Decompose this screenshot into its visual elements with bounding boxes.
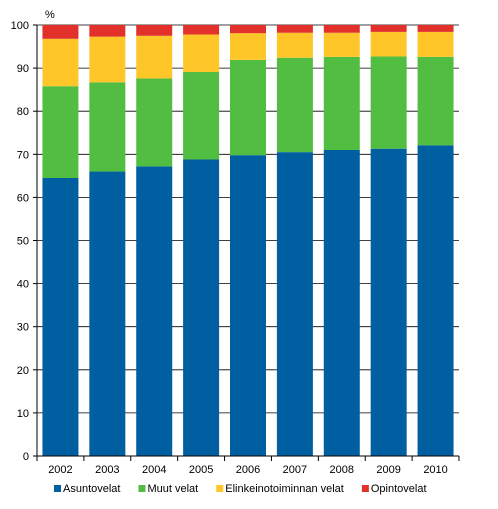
x-tick-label: 2004 xyxy=(142,464,166,476)
legend-swatch xyxy=(216,485,224,492)
bar-muut-velat-2009 xyxy=(370,56,407,149)
bar-elinkeinotoiminnan-velat-2009 xyxy=(370,31,407,57)
legend-label: Opintovelat xyxy=(371,483,427,495)
bar-asuntovelat-2006 xyxy=(230,155,266,457)
bar-opintovelat-2010 xyxy=(417,25,454,32)
bar-opintovelat-2009 xyxy=(370,25,407,32)
bar-muut-velat-2004 xyxy=(136,78,173,167)
legend-label: Asuntovelat xyxy=(63,483,120,495)
bar-elinkeinotoiminnan-velat-2008 xyxy=(323,32,360,57)
bar-asuntovelat-2004 xyxy=(136,166,173,457)
bar-opintovelat-2006 xyxy=(230,25,266,34)
bar-asuntovelat-2008 xyxy=(323,149,360,457)
bar-opintovelat-2007 xyxy=(276,25,313,33)
bar-elinkeinotoiminnan-velat-2003 xyxy=(89,36,126,83)
x-tick-label: 2008 xyxy=(330,464,354,476)
x-tick-label: 2002 xyxy=(48,464,72,476)
bar-elinkeinotoiminnan-velat-2007 xyxy=(276,32,313,58)
axes: 0 10 20 30 40 50 60 70 80 90 100 2002 2003 2004 2005 20… xyxy=(11,20,460,476)
y-tick-label: 40 xyxy=(17,279,29,291)
x-tick-label: 2009 xyxy=(376,464,400,476)
bar-asuntovelat-2010 xyxy=(417,145,454,456)
y-tick-label: 50 xyxy=(17,236,29,248)
bar-muut-velat-2006 xyxy=(230,59,266,156)
y-tick-label: 100 xyxy=(11,20,29,32)
legend-swatch xyxy=(54,485,61,492)
bar-muut-velat-2005 xyxy=(183,71,220,160)
bar-opintovelat-2005 xyxy=(183,25,220,35)
legend: Asuntovelat Muut velat Elinkeinotoiminnan … xyxy=(54,483,427,495)
bars xyxy=(42,25,454,457)
bar-elinkeinotoiminnan-velat-2004 xyxy=(136,35,173,79)
y-tick-label: 60 xyxy=(17,192,29,204)
x-tick-label: 2003 xyxy=(95,464,119,476)
bar-muut-velat-2003 xyxy=(89,82,126,172)
x-tick-label: 2006 xyxy=(236,464,260,476)
bar-muut-velat-2008 xyxy=(323,56,360,150)
y-tick-label: 20 xyxy=(17,365,29,377)
y-unit-label: % xyxy=(45,9,55,21)
bar-opintovelat-2002 xyxy=(42,25,79,39)
legend-swatch xyxy=(361,485,369,492)
bar-asuntovelat-2003 xyxy=(89,171,126,457)
bar-asuntovelat-2007 xyxy=(276,152,313,456)
bar-asuntovelat-2005 xyxy=(183,159,220,457)
bar-elinkeinotoiminnan-velat-2006 xyxy=(230,33,266,60)
bar-asuntovelat-2009 xyxy=(370,148,407,456)
bar-muut-velat-2007 xyxy=(276,57,313,153)
y-tick-label: 80 xyxy=(17,106,29,118)
legend-label: Elinkeinotoiminnan velat xyxy=(225,483,344,495)
x-tick-label: 2005 xyxy=(189,464,213,476)
bar-elinkeinotoiminnan-velat-2002 xyxy=(42,38,79,87)
bar-opintovelat-2003 xyxy=(89,25,126,37)
bar-elinkeinotoiminnan-velat-2005 xyxy=(183,34,220,72)
bar-muut-velat-2010 xyxy=(417,56,454,146)
bar-muut-velat-2002 xyxy=(42,86,79,179)
y-tick-label: 70 xyxy=(17,149,29,161)
legend-label: Muut velat xyxy=(147,483,198,495)
x-tick-label: 2010 xyxy=(423,464,447,476)
bar-opintovelat-2008 xyxy=(323,25,360,33)
y-tick-label: 10 xyxy=(17,408,29,420)
legend-swatch xyxy=(138,485,146,492)
bar-elinkeinotoiminnan-velat-2010 xyxy=(417,31,454,57)
y-tick-label: 30 xyxy=(17,322,29,334)
y-tick-label: 0 xyxy=(23,451,29,463)
bar-opintovelat-2004 xyxy=(136,25,173,36)
x-tick-label: 2007 xyxy=(283,464,307,476)
y-tick-label: 90 xyxy=(17,63,29,75)
bar-asuntovelat-2002 xyxy=(42,178,79,456)
